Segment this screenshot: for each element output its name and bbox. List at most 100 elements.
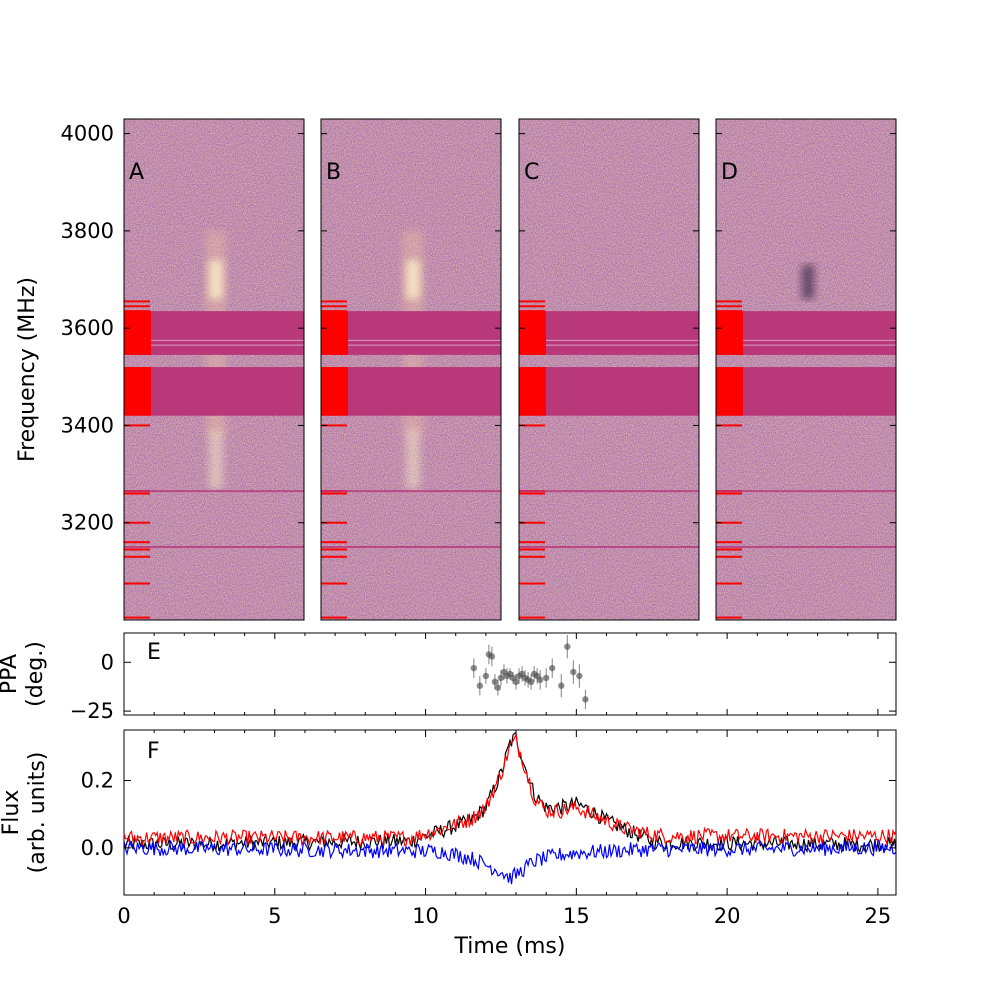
flux-axis-label-line: (arb. units) [25,752,50,874]
ppa-point [576,672,583,680]
flag-tick [321,548,347,551]
flag-tick [124,541,150,544]
ppa-axis-label-line: PPA [0,654,22,694]
flag-tick [321,582,347,585]
flag-tick [321,541,347,544]
flag-tick [124,582,150,585]
ppa-point [564,643,571,650]
ppa-point [527,678,535,686]
flag-tick [716,310,742,313]
flag-tick [716,300,742,303]
flag-tick [124,548,150,551]
time-tick-label: 5 [268,904,281,928]
flux-series-2 [123,839,897,885]
flag-block-2 [519,367,546,416]
dynamic-spectrum-panel-d: D [715,118,897,621]
flag-block-1 [321,311,348,355]
panel-frame [715,118,897,621]
flag-tick [124,616,150,619]
flag-tick [519,541,545,544]
ppa-point [482,672,490,680]
flux-panel-frame [123,729,897,896]
ppa-point [542,674,550,682]
ppa-point [512,678,520,686]
ppa-point [470,664,478,672]
flag-tick [519,492,545,495]
ppa-point [558,682,565,689]
dynamic-spectrum-panel-a: A [123,118,305,621]
masked-band-2 [124,367,304,416]
flag-tick [321,492,347,495]
flag-tick [716,492,742,495]
flag-block-2 [321,367,348,416]
time-tick-label: 25 [865,904,892,928]
flag-block-2 [716,367,743,416]
flag-tick [519,310,545,313]
panel-frame [518,118,700,621]
panel-tag-f: F [147,739,160,764]
flag-tick [716,616,742,619]
flag-tick [124,424,150,427]
flag-tick [321,300,347,303]
flag-block-1 [716,311,743,355]
flag-tick [124,305,150,308]
masked-band-2 [716,367,896,416]
ppa-point [494,684,502,691]
burst-lower [209,430,223,489]
panel-tag-c: C [524,160,539,185]
freq-tick-label: 3400 [61,413,114,437]
flag-tick [716,424,742,427]
panel-tag-a: A [129,160,144,185]
ppa-point [549,664,556,672]
flux-series-0 [123,731,897,854]
flag-tick [716,521,742,524]
panel-tag-e: E [147,640,161,665]
flag-tick [519,616,545,619]
dynamic-spectrum-panel-b: B [320,118,502,621]
panel-frame [123,118,305,621]
ppa-point [570,668,577,676]
time-tick-label: 10 [412,904,439,928]
flag-block-1 [124,311,151,355]
flag-tick [519,305,545,308]
flag-tick [716,555,742,558]
masked-band-2 [321,367,501,416]
ppa-point [497,674,505,682]
ppa-point [476,682,484,689]
ppa-axis-label-line: (deg.) [23,641,48,707]
ppa-point [491,678,499,686]
freq-tick-label: 3200 [61,511,114,535]
ppa-tick-label: −25 [70,699,114,723]
ppa-axis-label: PPA(deg.) [0,641,48,707]
panel-tag-d: D [721,160,738,185]
flux-axis-label: Flux(arb. units) [0,752,50,874]
masked-band-1 [716,311,896,355]
ppa-point [582,696,589,703]
time-tick-label: 20 [714,904,741,928]
flag-tick [716,548,742,551]
flux-series-1 [123,732,897,848]
flag-tick [519,521,545,524]
masked-band-1 [321,311,501,355]
dynamic-spectrum-panel-c: C [518,118,700,621]
panel-frame [320,118,502,621]
flux-tick-label: 0.0 [81,836,114,860]
flag-tick [321,305,347,308]
flag-tick [519,300,545,303]
burst-core [209,260,223,299]
flag-tick [124,555,150,558]
ppa-tick-label: 0 [101,650,114,674]
flux-tick-label: 0.2 [81,769,114,793]
flag-tick [124,300,150,303]
flag-tick [519,555,545,558]
flag-tick [321,424,347,427]
flag-tick [716,541,742,544]
burst-core [406,260,420,299]
ppa-point [488,653,496,660]
flag-tick [321,555,347,558]
masked-band-1 [124,311,304,355]
flag-tick [519,548,545,551]
flag-block-2 [124,367,151,416]
flag-tick [124,521,150,524]
